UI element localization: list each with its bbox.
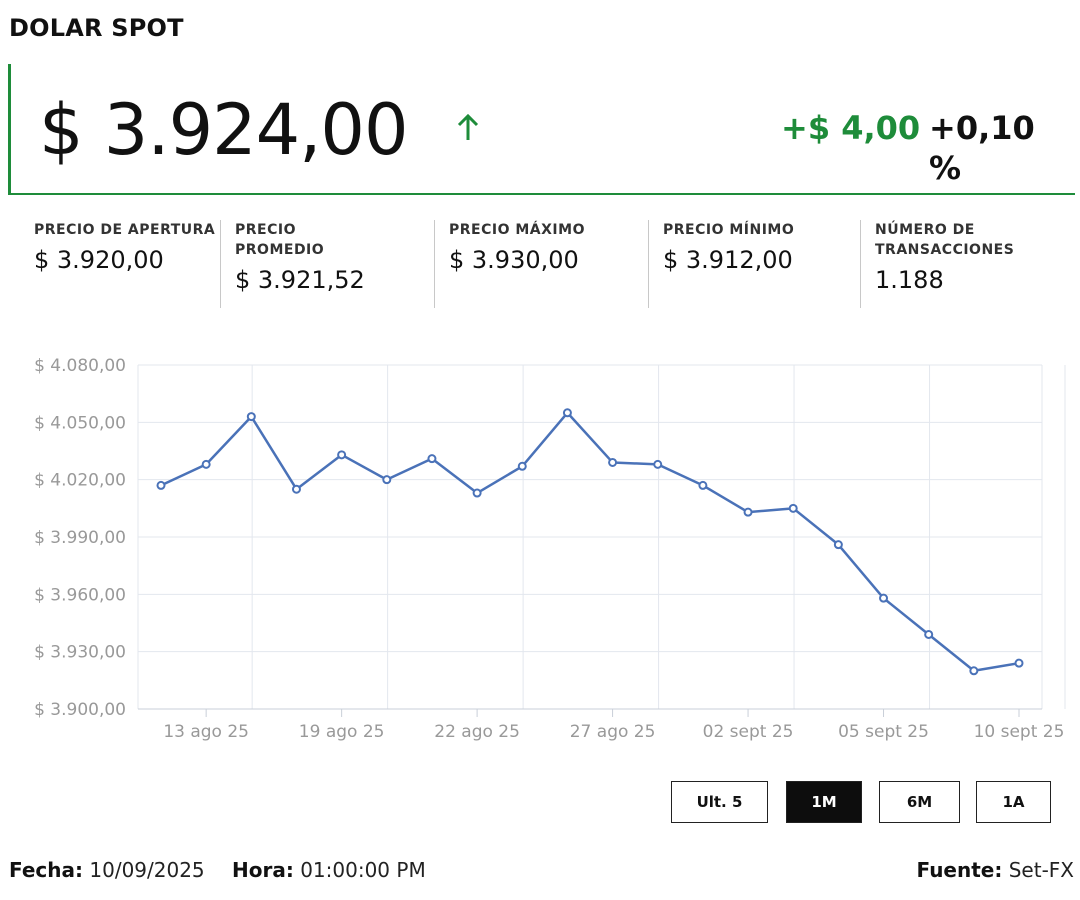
current-price: $ 3.924,00 xyxy=(39,89,409,171)
data-point[interactable] xyxy=(1014,658,1024,668)
range-button-last5[interactable]: Ult. 5 xyxy=(671,781,768,823)
page-title: DOLAR SPOT xyxy=(9,14,184,42)
stat-label: NÚMERO DE TRANSACCIONES xyxy=(875,222,1015,258)
time-label: Hora: xyxy=(232,858,294,882)
stat-label: PRECIO MÁXIMO xyxy=(449,222,585,238)
stat-label: PRECIO DE APERTURA xyxy=(34,222,216,238)
data-point[interactable] xyxy=(427,454,437,464)
data-point[interactable] xyxy=(291,484,301,494)
stat-value: $ 3.930,00 xyxy=(449,246,579,274)
price-change-absolute: +$ 4,00 xyxy=(781,109,921,147)
stat-opening-price: PRECIO DE APERTURA $ 3.920,00 xyxy=(20,220,233,308)
range-button-6m[interactable]: 6M xyxy=(879,781,960,823)
data-point[interactable] xyxy=(743,507,753,517)
footer-date: Fecha: 10/09/2025 xyxy=(9,856,205,884)
data-point[interactable] xyxy=(924,629,934,639)
data-point[interactable] xyxy=(517,461,527,471)
price-line-chart: $ 4.080,00 $ 4.050,00 $ 4.020,00 $ 3.990,00… xyxy=(34,356,1066,742)
stat-value: 1.188 xyxy=(875,266,944,294)
stat-average-price: PRECIO PROMEDIO $ 3.921,52 xyxy=(220,220,433,308)
y-tick-label: $ 3.960,00 xyxy=(34,585,126,605)
stat-value: $ 3.912,00 xyxy=(663,246,793,274)
footer-source: Fuente: Set-FX xyxy=(917,856,1074,884)
data-point[interactable] xyxy=(833,540,843,550)
x-tick-label: 10 sept 25 xyxy=(974,722,1065,742)
range-button-1a[interactable]: 1A xyxy=(976,781,1051,823)
x-tick-label: 27 ago 25 xyxy=(570,722,656,742)
time-value: 01:00:00 PM xyxy=(300,858,426,882)
stat-label: PRECIO PROMEDIO xyxy=(235,222,325,258)
x-tick-label: 13 ago 25 xyxy=(163,722,249,742)
series-line xyxy=(160,411,1020,673)
data-point[interactable] xyxy=(156,480,166,490)
x-tick-label: 05 sept 25 xyxy=(838,722,929,742)
stat-label: PRECIO MÍNIMO xyxy=(663,222,795,238)
range-button-1m[interactable]: 1M xyxy=(786,781,862,823)
x-tick-label: 22 ago 25 xyxy=(434,722,520,742)
data-point[interactable] xyxy=(201,459,211,469)
data-point[interactable] xyxy=(246,412,256,422)
data-point[interactable] xyxy=(788,503,798,513)
data-point[interactable] xyxy=(879,593,889,603)
stat-transactions: NÚMERO DE TRANSACCIONES 1.188 xyxy=(860,220,1073,308)
data-point[interactable] xyxy=(382,475,392,485)
data-point[interactable] xyxy=(653,459,663,469)
data-point[interactable] xyxy=(472,488,482,498)
source-value: Set-FX xyxy=(1008,858,1074,882)
stat-max-price: PRECIO MÁXIMO $ 3.930,00 xyxy=(434,220,647,308)
data-point[interactable] xyxy=(698,480,708,490)
price-panel: $ 3.924,00 +$ 4,00 +0,10 % xyxy=(8,64,1075,195)
y-tick-label: $ 3.990,00 xyxy=(34,528,126,548)
data-point[interactable] xyxy=(969,666,979,676)
x-tick-label: 19 ago 25 xyxy=(299,722,385,742)
data-point[interactable] xyxy=(608,457,618,467)
data-point[interactable] xyxy=(337,450,347,460)
date-label: Fecha: xyxy=(9,858,84,882)
date-value: 10/09/2025 xyxy=(89,858,205,882)
stat-value: $ 3.921,52 xyxy=(235,266,365,294)
x-tick-label: 02 sept 25 xyxy=(703,722,794,742)
y-tick-label: $ 4.020,00 xyxy=(34,471,126,491)
y-tick-label: $ 4.050,00 xyxy=(34,413,126,433)
data-point[interactable] xyxy=(562,408,572,418)
stat-min-price: PRECIO MÍNIMO $ 3.912,00 xyxy=(648,220,861,308)
price-change-percent: +0,10 % xyxy=(929,109,1035,187)
y-tick-label: $ 4.080,00 xyxy=(34,356,126,376)
arrow-up-icon xyxy=(457,113,479,140)
stats-row: PRECIO DE APERTURA $ 3.920,00 PRECIO PRO… xyxy=(20,220,1080,308)
stat-value: $ 3.920,00 xyxy=(34,246,164,274)
footer-time: Hora: 01:00:00 PM xyxy=(232,856,426,884)
source-label: Fuente: xyxy=(916,858,1003,882)
y-tick-label: $ 3.900,00 xyxy=(34,700,126,720)
y-tick-label: $ 3.930,00 xyxy=(34,643,126,663)
